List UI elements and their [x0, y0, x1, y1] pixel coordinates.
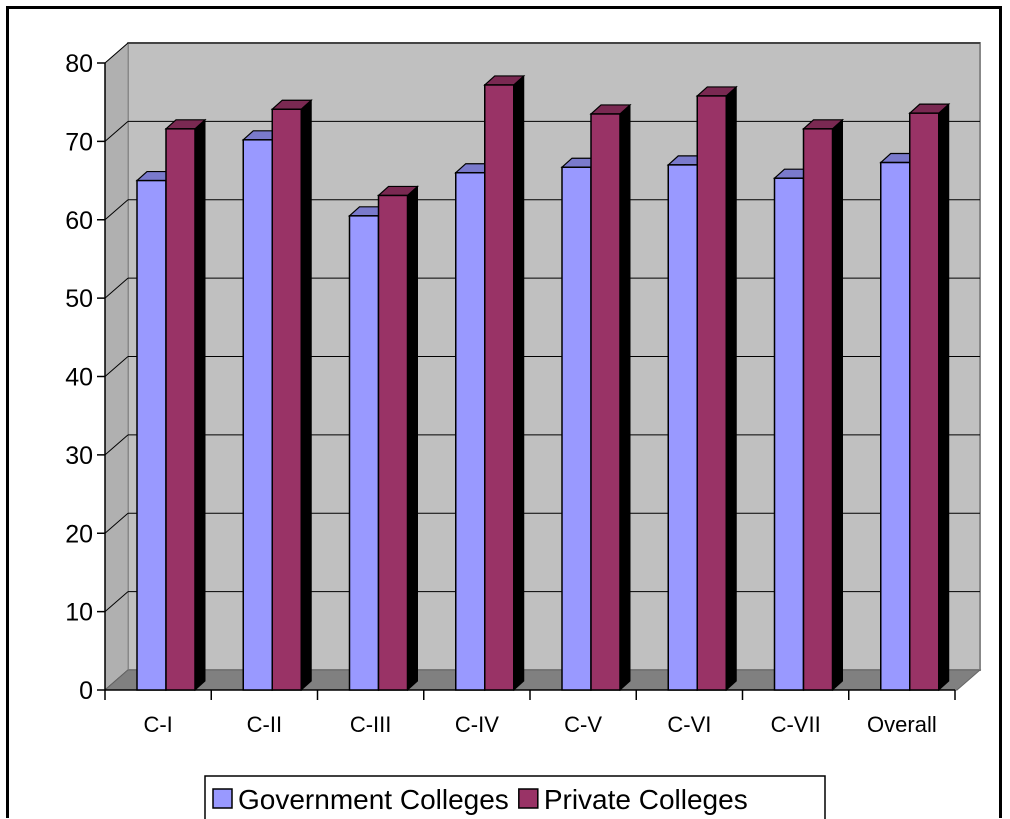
x-tick-label: C-VI — [667, 712, 711, 737]
x-tick-label: C-I — [143, 712, 172, 737]
y-tick-label: 50 — [65, 285, 93, 313]
bar-side — [832, 118, 843, 692]
bar-front — [667, 164, 698, 691]
floor — [103, 669, 982, 691]
x-tick-label: C-IV — [455, 712, 499, 737]
y-tick-label: 20 — [65, 520, 93, 548]
y-tick-label: 70 — [65, 128, 93, 156]
gridline-depth — [104, 434, 129, 456]
bar-private-colleges — [695, 85, 738, 692]
y-tick-label: 30 — [65, 442, 93, 470]
bar-front — [271, 108, 302, 691]
legend: Government Colleges Private Colleges — [204, 775, 826, 819]
bars — [135, 74, 951, 692]
bar-front — [590, 113, 621, 691]
legend-label: Private Colleges — [544, 784, 748, 815]
legend-swatch — [518, 788, 539, 809]
legend-label: Government Colleges — [238, 784, 509, 815]
gridline-depth — [104, 277, 129, 299]
bar-side — [300, 99, 312, 692]
bar-front — [773, 177, 805, 691]
x-tick-label: C-VII — [771, 712, 821, 737]
gridline-depth — [104, 512, 129, 534]
bar-front — [880, 161, 911, 691]
bar-front — [455, 171, 486, 691]
bar-private-colleges — [589, 103, 632, 692]
bar-side — [513, 74, 525, 692]
bar-private-colleges — [270, 99, 313, 692]
x-tick-label: C-III — [350, 712, 392, 737]
bar-front — [802, 128, 834, 691]
bar-private-colleges — [483, 74, 526, 692]
bar-front — [484, 84, 515, 691]
bar-front — [136, 179, 167, 691]
x-tick-label: Overall — [867, 712, 937, 737]
bar-private-colleges — [376, 185, 420, 692]
bar-side — [938, 103, 950, 692]
gridline-depth — [104, 120, 129, 142]
legend-box — [204, 775, 826, 819]
bar-side — [725, 85, 737, 692]
y-tick-label: 40 — [65, 364, 93, 392]
y-tick-label: 10 — [65, 599, 93, 627]
y-tick-labels: 0 10 20 30 40 50 60 70 80 — [65, 50, 93, 705]
bar-front — [696, 95, 727, 691]
chart-floor — [103, 669, 982, 691]
bar-front — [909, 112, 940, 691]
x-tick-labels: C-I C-II C-III C-IV C-V C-VI C-VII Overall — [143, 712, 936, 737]
gridline-depth — [104, 42, 129, 64]
gridline-depth — [104, 356, 129, 377]
bar-private-colleges — [908, 103, 951, 692]
chart-wall — [104, 41, 981, 692]
bar-front — [165, 128, 196, 691]
bar-front — [348, 215, 380, 691]
bar-private-colleges — [164, 118, 207, 692]
bar-side — [194, 118, 206, 692]
legend-swatch — [212, 788, 233, 809]
bar-side — [407, 185, 418, 692]
bar-front — [242, 139, 273, 691]
x-tick-label: C-V — [564, 712, 602, 737]
x-tick-label: C-II — [247, 712, 282, 737]
bar-front — [377, 194, 409, 691]
y-tick-label: 60 — [65, 207, 93, 235]
y-tick-label: 0 — [79, 677, 93, 705]
bar-front — [561, 166, 592, 691]
gridline-depth — [104, 199, 129, 221]
bar-private-colleges — [801, 118, 845, 692]
y-tick-label: 80 — [65, 50, 93, 78]
bar-side — [619, 103, 631, 692]
gridline-depth — [104, 591, 129, 613]
